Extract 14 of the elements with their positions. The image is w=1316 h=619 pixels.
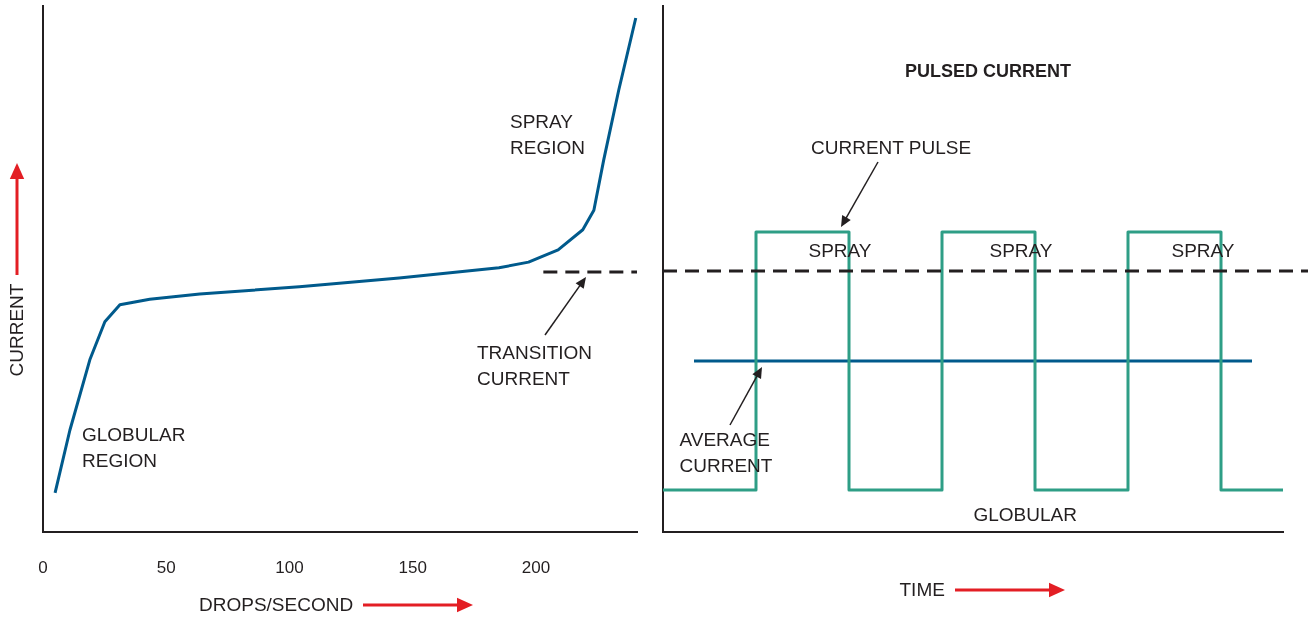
x-tick-label: 150 xyxy=(398,557,427,577)
x-tick-label: 200 xyxy=(521,557,551,577)
x-tick-label: 50 xyxy=(156,557,176,577)
text: CURRENT PULSE xyxy=(811,136,972,160)
annotation: TRANSITION CURRENT xyxy=(477,341,593,391)
chart-title: PULSED CURRENT xyxy=(905,60,1072,83)
annotation: SPRAY REGION xyxy=(510,110,585,160)
annotation: GLOBULAR REGION xyxy=(82,423,186,473)
x-tick-label: 100 xyxy=(275,557,304,577)
y-axis-title: CURRENT xyxy=(4,283,28,377)
x-axis-title: TIME xyxy=(899,578,945,602)
annotation: GLOBULAR xyxy=(973,503,1077,527)
x-tick-label: 0 xyxy=(38,557,48,577)
x-axis-title: DROPS/SECOND xyxy=(199,593,354,617)
